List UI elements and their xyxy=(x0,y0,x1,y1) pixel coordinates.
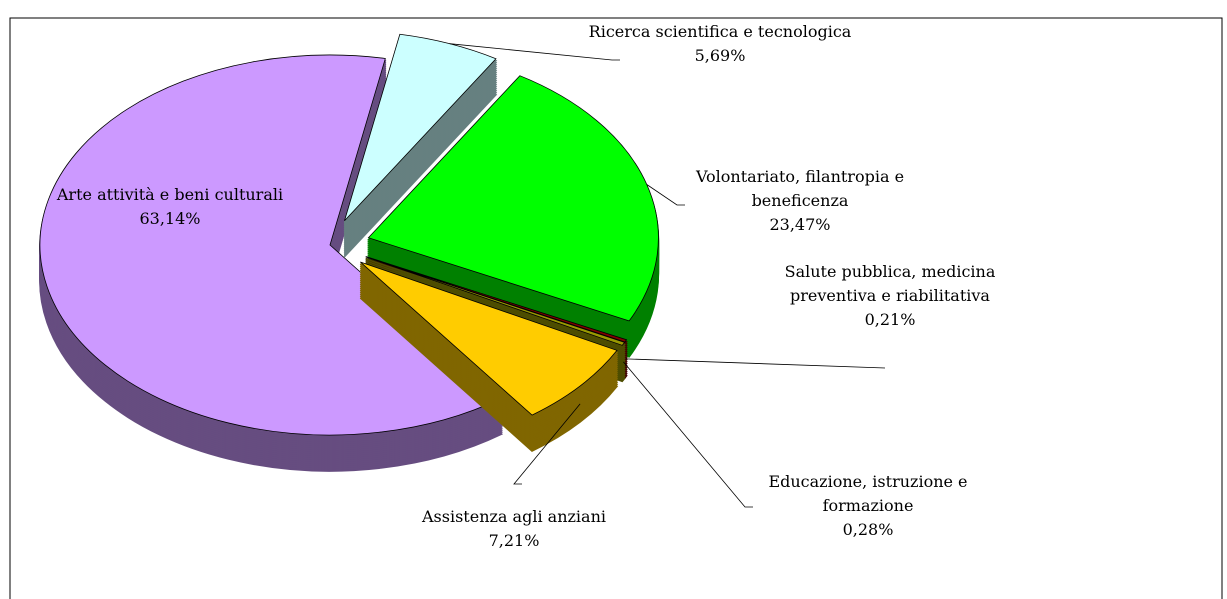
category-label: Ricerca scientifica e tecnologica xyxy=(588,22,852,41)
value-label: 63,14% xyxy=(139,209,201,228)
category-label: Assistenza agli anziani xyxy=(421,507,606,526)
slice-side xyxy=(365,260,626,351)
value-label: 5,69% xyxy=(694,46,746,65)
slice-label: Assistenza agli anziani 7,21% xyxy=(379,505,649,553)
slice-side xyxy=(365,258,626,349)
category-label: Arte attività e beni culturali xyxy=(56,185,284,204)
slice-group xyxy=(39,54,504,472)
slice-label: Salute pubblica, medicina preventiva e r… xyxy=(755,260,1025,332)
slice-label: Educazione, istruzione e formazione 0,28% xyxy=(733,470,1003,542)
leader-line xyxy=(513,403,581,485)
category-label: Educazione, istruzione e formazione xyxy=(768,472,968,515)
slice-label: Volontariato, filantropia e beneficenza 2… xyxy=(665,165,935,237)
value-label: 0,21% xyxy=(864,310,916,329)
value-label: 23,47% xyxy=(769,215,831,234)
category-label: Salute pubblica, medicina preventiva e r… xyxy=(784,262,996,305)
leader-line xyxy=(449,43,620,61)
slice-group xyxy=(343,33,498,258)
slice xyxy=(39,54,503,436)
value-label: 7,21% xyxy=(488,531,540,550)
value-label: 0,28% xyxy=(842,520,894,539)
slice xyxy=(365,256,626,346)
slice xyxy=(367,75,659,322)
leader-line xyxy=(625,358,886,369)
slice xyxy=(360,261,618,416)
slice xyxy=(365,256,628,343)
slice-group xyxy=(359,261,619,452)
leader-line xyxy=(623,361,753,508)
category-label: Volontariato, filantropia e beneficenza xyxy=(695,167,905,210)
leader-line xyxy=(646,184,685,206)
slice-side xyxy=(365,262,626,353)
slice-label: Ricerca scientifica e tecnologica 5,69% xyxy=(585,20,855,68)
slice-label: Arte attività e beni culturali 63,14% xyxy=(35,183,305,231)
